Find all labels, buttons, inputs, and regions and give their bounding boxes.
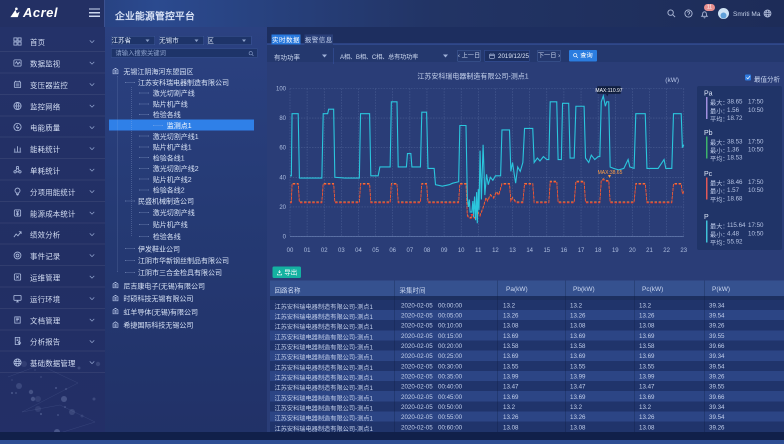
svg-text:0: 0 — [283, 235, 287, 241]
svg-text:07: 07 — [407, 248, 414, 254]
svg-text:17: 17 — [578, 248, 585, 254]
svg-text:15: 15 — [543, 248, 550, 254]
svg-text:60: 60 — [279, 146, 286, 152]
svg-text:江苏安科瑞电器制造有限公司-测点1: 江苏安科瑞电器制造有限公司-测点1 — [417, 72, 528, 81]
svg-text:19: 19 — [612, 248, 619, 254]
svg-text:21: 21 — [646, 248, 653, 254]
svg-text:100: 100 — [276, 87, 287, 93]
svg-text:20: 20 — [279, 205, 286, 211]
svg-text:16: 16 — [561, 248, 568, 254]
svg-text:02: 02 — [321, 248, 328, 254]
svg-text:14: 14 — [526, 248, 533, 254]
svg-text:(kW): (kW) — [665, 77, 679, 84]
svg-text:MAX:38.65: MAX:38.65 — [598, 170, 623, 176]
svg-text:03: 03 — [338, 248, 345, 254]
svg-text:MAX:110.97: MAX:110.97 — [595, 88, 622, 94]
svg-text:18: 18 — [595, 248, 602, 254]
svg-text:04: 04 — [355, 248, 362, 254]
svg-text:23: 23 — [680, 248, 687, 254]
svg-text:06: 06 — [389, 248, 396, 254]
svg-text:40: 40 — [279, 175, 286, 181]
svg-text:13: 13 — [509, 248, 516, 254]
svg-text:10: 10 — [458, 248, 465, 254]
svg-text:22: 22 — [663, 248, 670, 254]
svg-text:12: 12 — [492, 248, 499, 254]
svg-text:00: 00 — [287, 248, 294, 254]
svg-text:08: 08 — [424, 248, 431, 254]
svg-text:01: 01 — [304, 248, 311, 254]
svg-text:09: 09 — [441, 248, 448, 254]
svg-text:20: 20 — [629, 248, 636, 254]
svg-text:05: 05 — [372, 248, 379, 254]
svg-text:11: 11 — [475, 248, 482, 254]
svg-text:80: 80 — [279, 116, 286, 122]
